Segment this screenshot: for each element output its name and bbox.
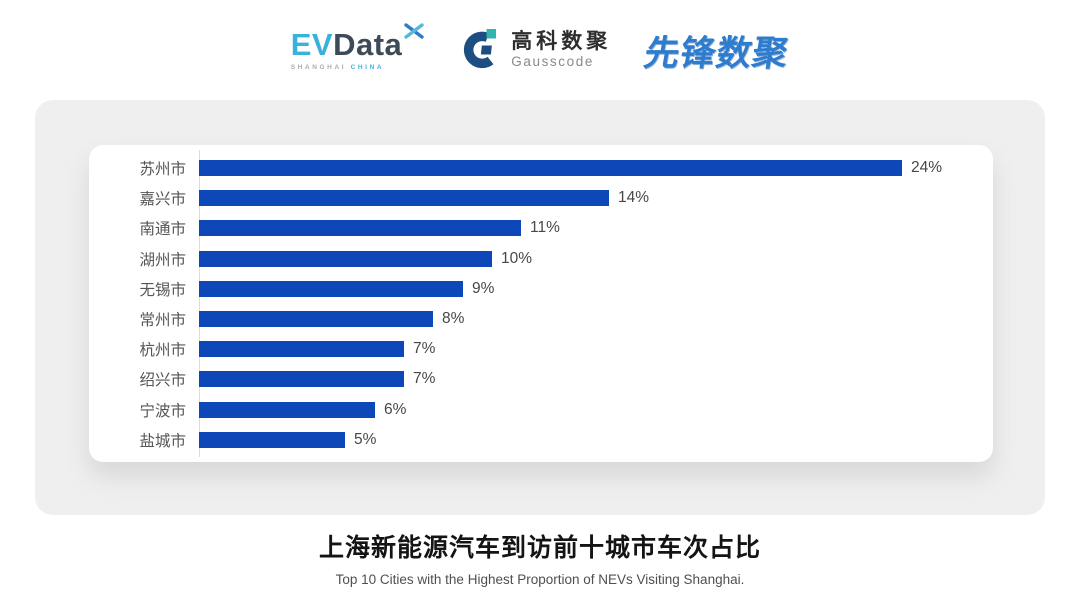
chart-panel: 苏州市 24% 嘉兴市 14% 南通市 11% 湖州市 10% 无锡市 9% 常… [35, 100, 1045, 515]
chart-row: 杭州市 7% [89, 334, 993, 364]
value-label: 24% [911, 159, 943, 177]
value-label: 7% [413, 370, 436, 388]
gausscode-logo: 高科数聚 Gausscode [458, 25, 611, 76]
bar [199, 341, 404, 358]
evdata-sub-china: CHINA [350, 63, 385, 71]
bar [199, 220, 521, 237]
category-label: 杭州市 [139, 342, 186, 360]
evdata-x-spark-icon [404, 21, 424, 45]
value-label: 6% [384, 400, 407, 418]
y-axis-line [199, 150, 200, 457]
gausscode-cn-text: 高科数聚 [511, 30, 612, 54]
chart-row: 常州市 8% [89, 304, 993, 334]
value-label: 9% [472, 279, 495, 297]
chart-row: 绍兴市 7% [89, 364, 993, 394]
xianfengshuju-logo: 先锋数聚 [641, 33, 793, 73]
evdata-subtext: SHANGHAI CHINA [290, 63, 425, 72]
category-label: 宁波市 [139, 402, 186, 420]
value-label: 14% [618, 189, 650, 207]
value-label: 10% [501, 249, 533, 267]
bar [199, 371, 404, 388]
chart-row: 宁波市 6% [89, 395, 993, 425]
category-label: 绍兴市 [139, 372, 186, 390]
chart-subtitle: Top 10 Cities with the Highest Proportio… [335, 572, 745, 587]
value-label: 5% [354, 430, 377, 448]
chart-row: 无锡市 9% [89, 274, 993, 304]
chart-title: 上海新能源汽车到访前十城市车次占比 [318, 534, 761, 562]
chart-row: 苏州市 24% [89, 153, 993, 183]
evdata-data-text: Data [333, 26, 403, 62]
chart-row: 南通市 11% [89, 213, 993, 243]
bar [199, 280, 463, 297]
category-label: 湖州市 [139, 251, 186, 269]
chart-row: 盐城市 5% [89, 425, 993, 455]
bar [199, 401, 375, 418]
gausscode-en-text: Gausscode [511, 54, 594, 70]
category-label: 南通市 [139, 221, 186, 239]
category-label: 常州市 [139, 312, 186, 330]
bar [199, 431, 345, 448]
chart-card: 苏州市 24% 嘉兴市 14% 南通市 11% 湖州市 10% 无锡市 9% 常… [89, 145, 993, 462]
footer-titles: 上海新能源汽车到访前十城市车次占比 Top 10 Cities with the… [0, 528, 1080, 587]
evdata-wordmark: EV Data [290, 23, 425, 62]
value-label: 8% [442, 310, 465, 328]
category-label: 苏州市 [139, 161, 186, 179]
bar [199, 190, 609, 207]
chart-row: 嘉兴市 14% [89, 183, 993, 213]
category-label: 盐城市 [139, 432, 186, 450]
bar [199, 160, 902, 177]
bar [199, 250, 492, 267]
category-label: 无锡市 [139, 281, 186, 299]
evdata-ev-text: EV [290, 26, 334, 62]
gausscode-g-icon [458, 25, 502, 76]
value-label: 11% [530, 219, 560, 237]
logo-header: EV Data SHANGHAI CHINA 高科数聚 Gausscode [0, 0, 1080, 100]
value-label: 7% [413, 340, 436, 358]
evdata-sub-shanghai: SHANGHAI [290, 63, 347, 71]
bar [199, 311, 433, 328]
gausscode-text: 高科数聚 Gausscode [511, 31, 611, 69]
evdata-logo: EV Data SHANGHAI CHINA [290, 23, 425, 72]
chart-row: 湖州市 10% [89, 244, 993, 274]
category-label: 嘉兴市 [139, 191, 186, 209]
chart-rows: 苏州市 24% 嘉兴市 14% 南通市 11% 湖州市 10% 无锡市 9% 常… [89, 153, 993, 455]
